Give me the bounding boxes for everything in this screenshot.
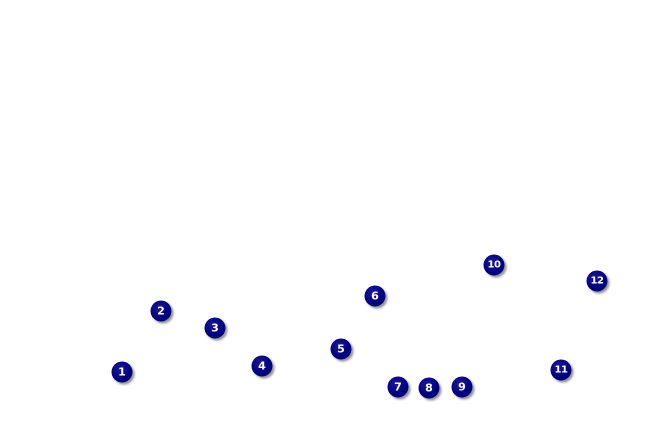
marker-11[interactable]: 11 (550, 359, 572, 381)
marker-4[interactable]: 4 (251, 355, 273, 377)
marker-6[interactable]: 6 (364, 285, 386, 307)
marker-5[interactable]: 5 (330, 338, 352, 360)
marker-7[interactable]: 7 (387, 376, 409, 398)
marker-3[interactable]: 3 (204, 317, 226, 339)
marker-10[interactable]: 10 (483, 254, 505, 276)
marker-8[interactable]: 8 (418, 377, 440, 399)
marker-9[interactable]: 9 (451, 376, 473, 398)
marker-1[interactable]: 1 (111, 361, 133, 383)
marker-2[interactable]: 2 (150, 300, 172, 322)
marker-12[interactable]: 12 (586, 270, 608, 292)
